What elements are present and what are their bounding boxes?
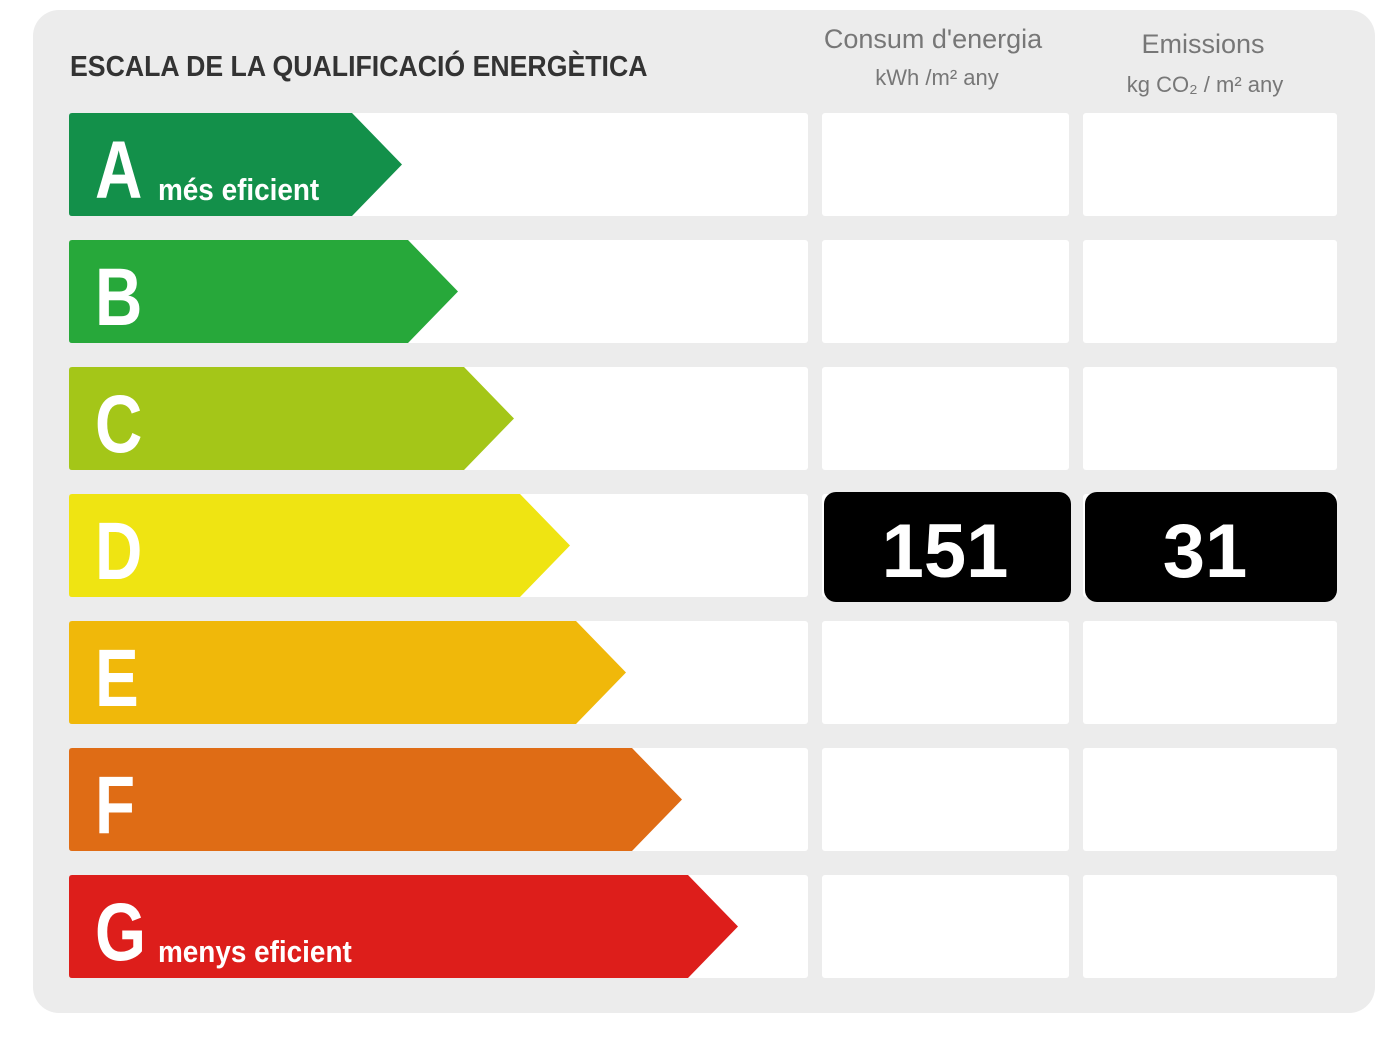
title: ESCALA DE LA QUALIFICACIÓ ENERGÈTICA <box>70 50 647 82</box>
value-cell <box>1083 113 1337 216</box>
rating-letter: B <box>95 251 142 343</box>
rating-letter: G <box>95 886 146 978</box>
value-cell <box>1083 240 1337 343</box>
value-cell <box>822 748 1069 851</box>
value-cell <box>822 367 1069 470</box>
value-cell <box>822 240 1069 343</box>
value-box <box>824 492 1071 602</box>
value-cell <box>1083 621 1337 724</box>
value-cell <box>1083 367 1337 470</box>
column-title: Consum d'energia <box>824 24 1043 54</box>
column-unit: kg CO₂ / m² any <box>1127 72 1283 97</box>
value-cell <box>822 875 1069 978</box>
consumption-value: 151 <box>882 509 1009 594</box>
rating-arrow <box>69 113 402 216</box>
rating-arrow <box>69 748 682 851</box>
value-cell <box>1083 875 1337 978</box>
rating-arrow <box>69 494 570 597</box>
rating-label: menys eficient <box>158 935 352 970</box>
value-box <box>1085 492 1337 602</box>
rating-letter: D <box>95 505 142 597</box>
rating-arrow <box>69 875 738 978</box>
value-cell <box>822 621 1069 724</box>
rating-letter: F <box>95 759 135 851</box>
column-title: Emissions <box>1141 29 1264 59</box>
rating-arrow <box>69 621 626 724</box>
rating-letter: E <box>95 632 139 724</box>
rating-letter: A <box>95 124 142 216</box>
value-cell <box>822 113 1069 216</box>
value-cell <box>1083 748 1337 851</box>
rating-arrow <box>69 367 514 470</box>
column-unit: kWh /m² any <box>875 65 998 90</box>
emissions-value: 31 <box>1163 509 1248 594</box>
rating-letter: C <box>95 378 142 470</box>
rating-label: més eficient <box>158 173 319 208</box>
rating-arrow <box>69 240 458 343</box>
